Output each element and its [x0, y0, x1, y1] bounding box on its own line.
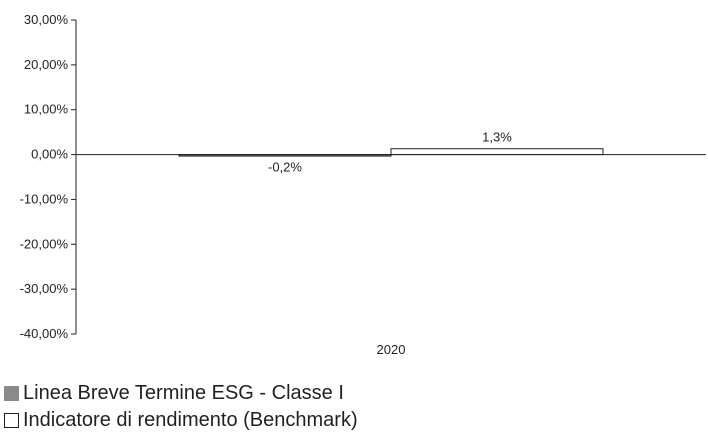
bar-benchmark	[390, 148, 604, 156]
y-tick-label: 10,00%	[24, 102, 69, 117]
legend-item-benchmark: Indicatore di rendimento (Benchmark)	[4, 407, 358, 434]
y-tick-label: -40,00%	[20, 326, 69, 341]
y-tick-label: -30,00%	[20, 281, 69, 296]
data-label-fund: -0,2%	[268, 160, 302, 175]
legend: Linea Breve Termine ESG - Classe I Indic…	[4, 380, 358, 434]
legend-swatch-fund	[4, 386, 19, 401]
y-tick-label: 0,00%	[31, 147, 68, 162]
y-tick-label: -20,00%	[20, 236, 69, 251]
bar-chart: 30,00% 20,00% 10,00% 0,00% -10,00% -20,00% -30…	[20, 12, 706, 357]
y-tick-label: 30,00%	[24, 12, 69, 27]
data-label-benchmark: 1,3%	[482, 130, 512, 145]
y-tick-label: 20,00%	[24, 57, 69, 72]
legend-swatch-benchmark	[4, 413, 19, 428]
y-tick-label: -10,00%	[20, 191, 69, 206]
legend-label-benchmark: Indicatore di rendimento (Benchmark)	[23, 409, 358, 431]
legend-item-fund: Linea Breve Termine ESG - Classe I	[4, 380, 358, 407]
x-category-label: 2020	[377, 342, 406, 357]
legend-label-fund: Linea Breve Termine ESG - Classe I	[23, 382, 344, 404]
